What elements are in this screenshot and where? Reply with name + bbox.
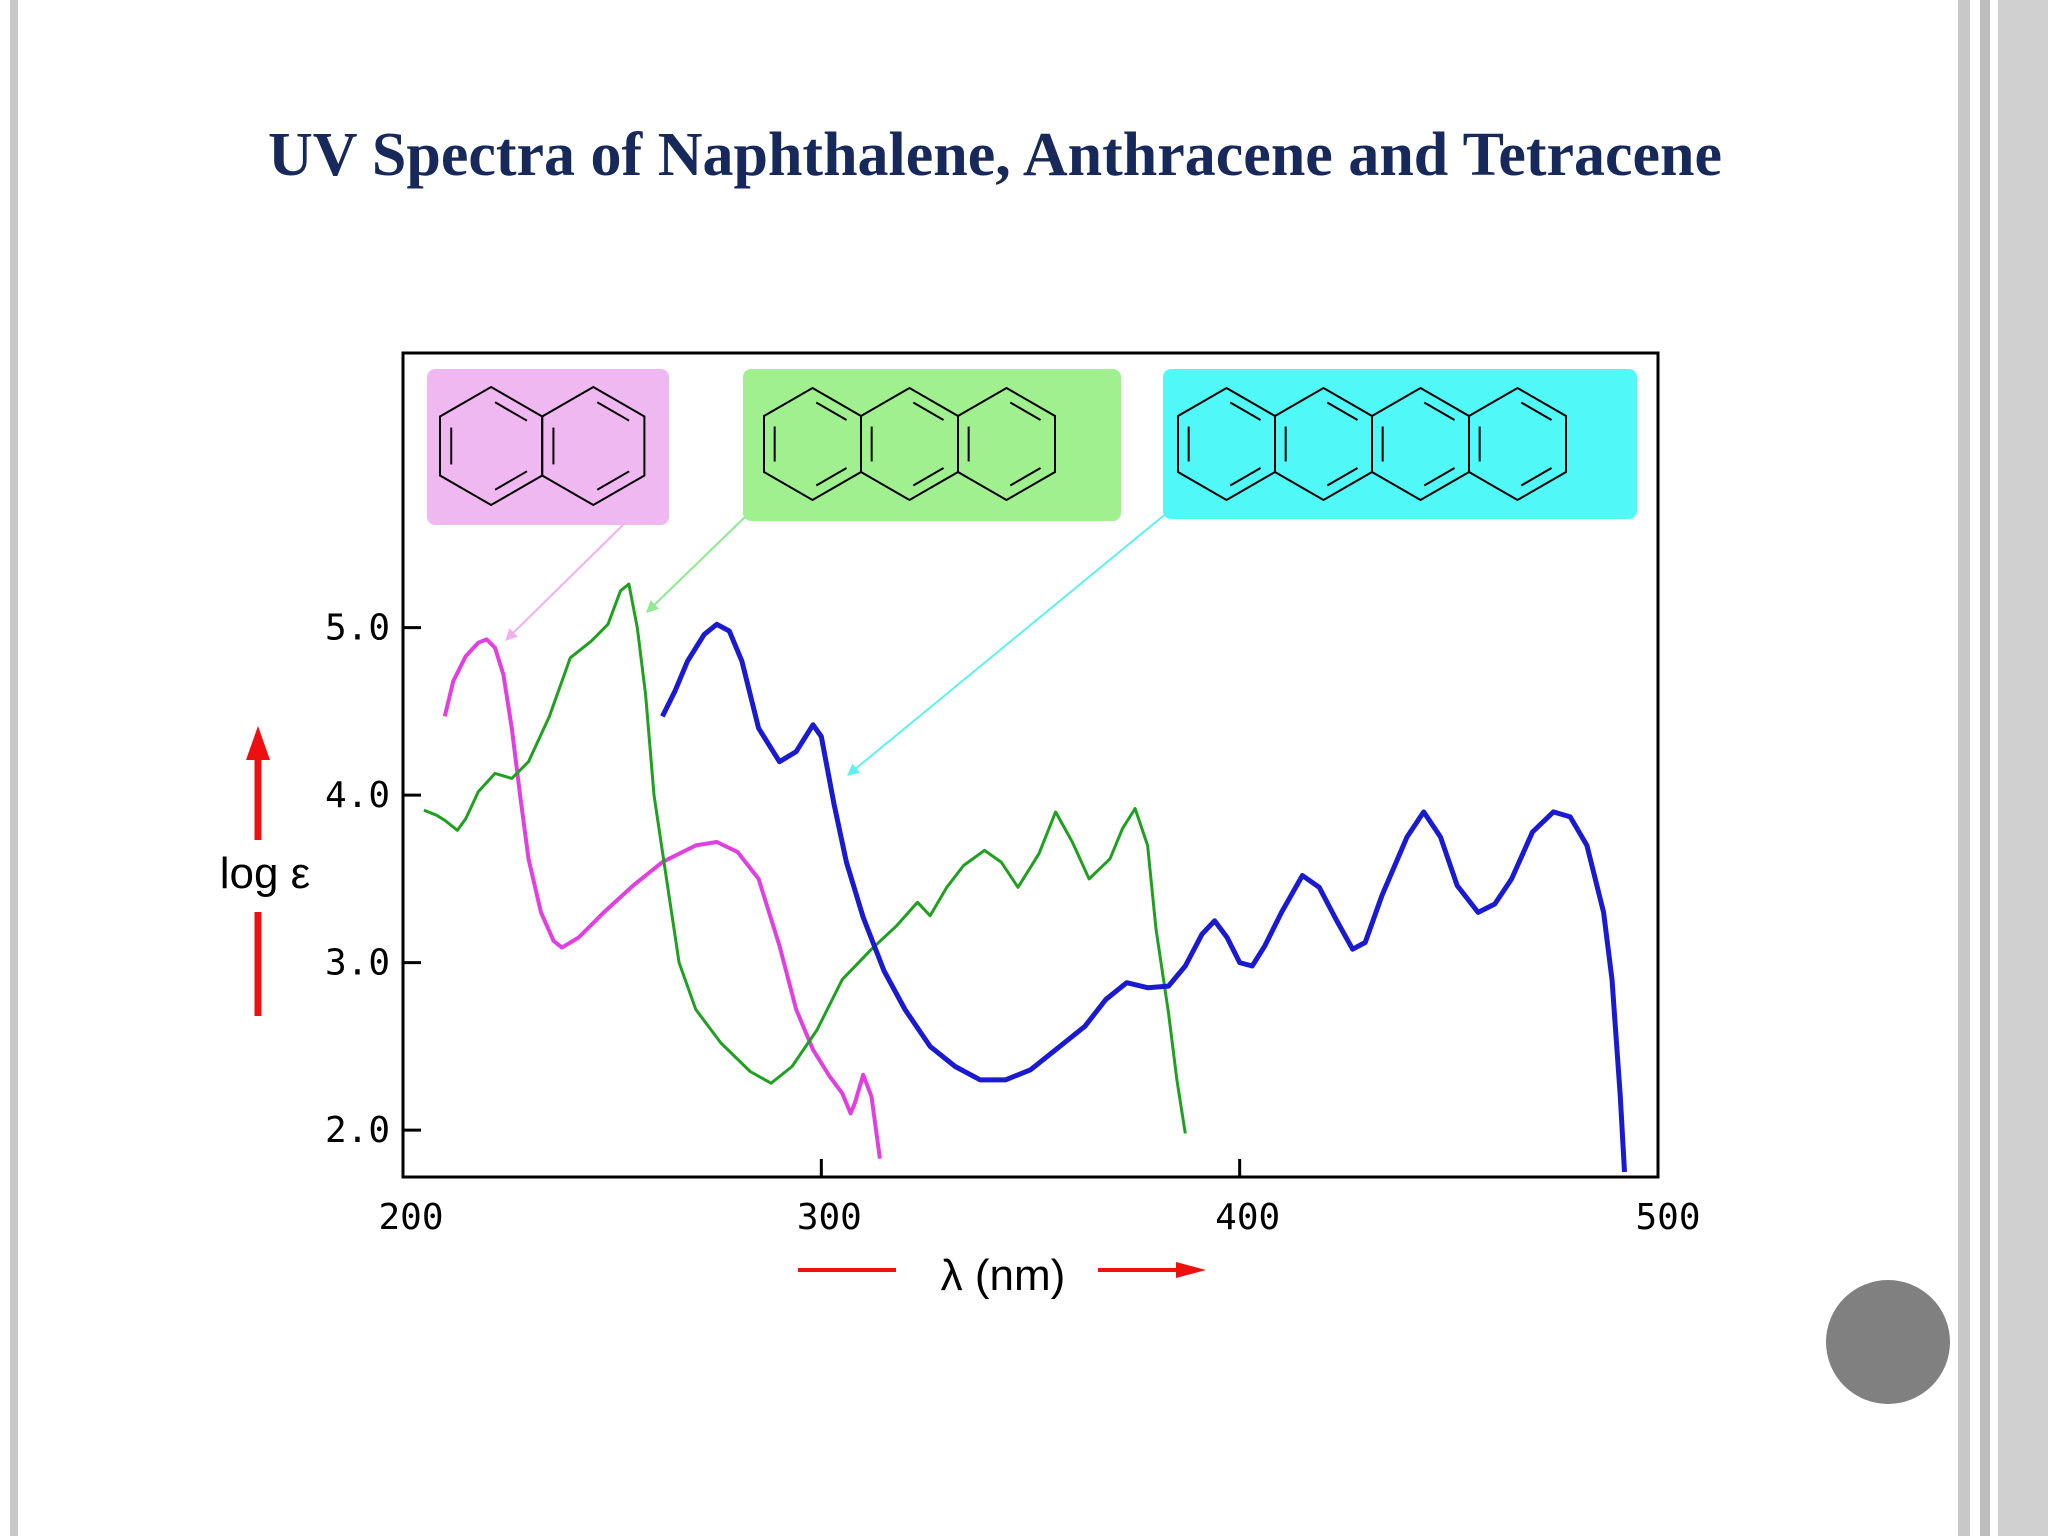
naphthalene-structure — [427, 369, 669, 525]
slide-right-edge — [1998, 0, 2048, 1536]
double-bond — [596, 470, 630, 491]
ring — [541, 385, 646, 507]
y-axis-ticks: 2.0 3.0 4.0 5.0 — [325, 608, 421, 1151]
anthracene-pointer-arrow — [646, 516, 746, 613]
double-bond — [1229, 401, 1262, 421]
y-tick-label: 4.0 — [325, 775, 390, 816]
tetracene-pointer-arrow — [847, 511, 1169, 776]
y-axis-arrow-head — [246, 726, 270, 760]
double-bond — [912, 401, 945, 421]
series-line-tetracene — [660, 621, 1627, 1173]
double-bond — [494, 401, 528, 422]
slide-nav-button[interactable] — [1826, 1280, 1950, 1404]
x-tick-label: 500 — [1635, 1197, 1700, 1238]
double-bond — [815, 467, 848, 487]
naphthalene-pointer-arrow — [505, 522, 626, 641]
double-bond — [596, 401, 630, 422]
series-line-naphthalene — [442, 637, 882, 1159]
double-bond — [1009, 467, 1042, 487]
double-bond — [494, 470, 528, 491]
slide-right-border-inner — [1980, 0, 1990, 1536]
x-tick-label: 300 — [797, 1197, 862, 1238]
y-tick-label: 5.0 — [325, 608, 390, 649]
double-bond — [1520, 467, 1553, 487]
x-axis-arrow-head — [1176, 1262, 1206, 1278]
ring — [957, 386, 1056, 502]
slide-title: UV Spectra of Naphthalene, Anthracene an… — [267, 121, 1723, 189]
tetracene-structure — [1163, 369, 1637, 519]
double-bond — [1229, 467, 1262, 487]
y-axis-label: log ε — [220, 849, 311, 898]
y-tick-label: 2.0 — [325, 1110, 390, 1151]
anthracene-structure — [743, 369, 1121, 521]
x-tick-label: 400 — [1215, 1197, 1280, 1238]
double-bond — [1326, 467, 1359, 487]
x-tick-label: 200 — [378, 1197, 443, 1238]
double-bond — [1009, 401, 1042, 421]
double-bond — [1423, 467, 1456, 487]
x-axis-ticks: 200 300 400 500 — [378, 1159, 1701, 1238]
slide-left-border — [10, 0, 18, 1536]
double-bond — [912, 467, 945, 487]
x-axis-label: λ (nm) — [941, 1251, 1066, 1300]
y-tick-label: 3.0 — [325, 943, 390, 984]
series-layer — [423, 582, 1627, 1173]
slide-right-border — [1958, 0, 1970, 1536]
double-bond — [1326, 401, 1359, 421]
double-bond — [815, 401, 848, 421]
series-line-anthracene — [423, 582, 1187, 1134]
plot-frame — [401, 351, 1660, 1179]
ring — [1468, 386, 1567, 502]
double-bond — [1520, 401, 1553, 421]
double-bond — [1423, 401, 1456, 421]
